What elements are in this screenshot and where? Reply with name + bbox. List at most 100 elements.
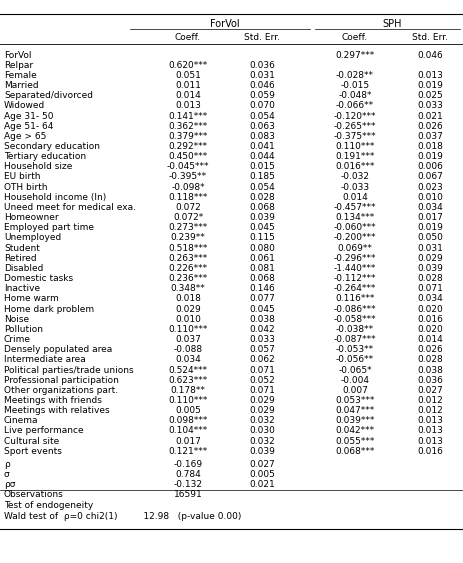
Text: 0.021: 0.021: [417, 111, 443, 120]
Text: 0.020: 0.020: [417, 325, 443, 334]
Text: Cinema: Cinema: [4, 416, 38, 425]
Text: 0.072: 0.072: [175, 203, 201, 212]
Text: -0.045***: -0.045***: [167, 162, 209, 171]
Text: -0.264***: -0.264***: [334, 284, 376, 293]
Text: 0.273***: 0.273***: [169, 224, 207, 233]
Text: Unemployed: Unemployed: [4, 234, 61, 243]
Text: 0.134***: 0.134***: [335, 213, 375, 222]
Text: 0.055***: 0.055***: [335, 437, 375, 446]
Text: 0.784: 0.784: [175, 470, 201, 479]
Text: -0.132: -0.132: [174, 480, 202, 489]
Text: 0.037: 0.037: [417, 132, 443, 141]
Text: Domestic tasks: Domestic tasks: [4, 274, 73, 283]
Text: 0.062: 0.062: [249, 355, 275, 364]
Text: Age 51- 64: Age 51- 64: [4, 122, 53, 131]
Text: 0.010: 0.010: [417, 193, 443, 202]
Text: 0.083: 0.083: [249, 132, 275, 141]
Text: Political parties/trade unions: Political parties/trade unions: [4, 365, 134, 374]
Text: Meetings with relatives: Meetings with relatives: [4, 406, 110, 415]
Text: Married: Married: [4, 81, 38, 90]
Text: 0.046: 0.046: [249, 81, 275, 90]
Text: 0.017: 0.017: [417, 213, 443, 222]
Text: Coeff.: Coeff.: [175, 34, 201, 42]
Text: ForVol: ForVol: [4, 51, 31, 60]
Text: 0.081: 0.081: [249, 264, 275, 273]
Text: 0.027: 0.027: [417, 386, 443, 395]
Text: -0.033: -0.033: [340, 182, 369, 191]
Text: 0.005: 0.005: [249, 470, 275, 479]
Text: 0.030: 0.030: [249, 426, 275, 435]
Text: Std. Err.: Std. Err.: [412, 34, 448, 42]
Text: Widowed: Widowed: [4, 101, 45, 110]
Text: 0.011: 0.011: [175, 81, 201, 90]
Text: ρσ: ρσ: [4, 480, 15, 489]
Text: Home dark problem: Home dark problem: [4, 305, 94, 314]
Text: 0.034: 0.034: [417, 203, 443, 212]
Text: ForVol: ForVol: [210, 19, 240, 29]
Text: 0.032: 0.032: [249, 437, 275, 446]
Text: 0.080: 0.080: [249, 244, 275, 253]
Text: 0.047***: 0.047***: [335, 406, 375, 415]
Text: 0.061: 0.061: [249, 254, 275, 263]
Text: 0.044: 0.044: [249, 152, 275, 161]
Text: -0.087***: -0.087***: [334, 335, 376, 344]
Text: 0.050: 0.050: [417, 234, 443, 243]
Text: 0.013: 0.013: [417, 426, 443, 435]
Text: 0.071: 0.071: [417, 284, 443, 293]
Text: OTH birth: OTH birth: [4, 182, 48, 191]
Text: 0.014: 0.014: [175, 91, 201, 100]
Text: -0.058***: -0.058***: [334, 315, 376, 324]
Text: Sport events: Sport events: [4, 447, 62, 456]
Text: 0.025: 0.025: [417, 91, 443, 100]
Text: Std. Err.: Std. Err.: [244, 34, 280, 42]
Text: 0.041: 0.041: [249, 142, 275, 151]
Text: 0.178**: 0.178**: [170, 386, 206, 395]
Text: 0.116***: 0.116***: [335, 294, 375, 303]
Text: -0.048*: -0.048*: [338, 91, 372, 100]
Text: Age > 65: Age > 65: [4, 132, 46, 141]
Text: Meetings with friends: Meetings with friends: [4, 396, 102, 405]
Text: 0.006: 0.006: [417, 162, 443, 171]
Text: 0.038: 0.038: [249, 315, 275, 324]
Text: Disabled: Disabled: [4, 264, 44, 273]
Text: 0.068: 0.068: [249, 203, 275, 212]
Text: 0.039***: 0.039***: [335, 416, 375, 425]
Text: 0.292***: 0.292***: [169, 142, 207, 151]
Text: -0.395**: -0.395**: [169, 172, 207, 181]
Text: 0.146: 0.146: [249, 284, 275, 293]
Text: 0.059: 0.059: [249, 91, 275, 100]
Text: 0.031: 0.031: [417, 244, 443, 253]
Text: 0.054: 0.054: [249, 111, 275, 120]
Text: 0.518***: 0.518***: [169, 244, 208, 253]
Text: 0.068***: 0.068***: [335, 447, 375, 456]
Text: 0.014: 0.014: [417, 335, 443, 344]
Text: Homeowner: Homeowner: [4, 213, 59, 222]
Text: 0.023: 0.023: [417, 182, 443, 191]
Text: 0.054: 0.054: [249, 182, 275, 191]
Text: 0.010: 0.010: [175, 315, 201, 324]
Text: 0.104***: 0.104***: [169, 426, 207, 435]
Text: 0.185: 0.185: [249, 172, 275, 181]
Text: 0.016: 0.016: [417, 315, 443, 324]
Text: 0.052: 0.052: [249, 376, 275, 385]
Text: 0.045: 0.045: [249, 305, 275, 314]
Text: -0.120***: -0.120***: [334, 111, 376, 120]
Text: 0.110***: 0.110***: [335, 142, 375, 151]
Text: 0.110***: 0.110***: [169, 325, 208, 334]
Text: 0.007: 0.007: [342, 386, 368, 395]
Text: Tertiary education: Tertiary education: [4, 152, 86, 161]
Text: 0.077: 0.077: [249, 294, 275, 303]
Text: 0.379***: 0.379***: [169, 132, 208, 141]
Text: 0.017: 0.017: [175, 437, 201, 446]
Text: -0.056**: -0.056**: [336, 355, 374, 364]
Text: Retired: Retired: [4, 254, 37, 263]
Text: 0.033: 0.033: [417, 101, 443, 110]
Text: 0.098***: 0.098***: [169, 416, 208, 425]
Text: -0.066**: -0.066**: [336, 101, 374, 110]
Text: Crime: Crime: [4, 335, 31, 344]
Text: 0.236***: 0.236***: [169, 274, 207, 283]
Text: Uneed meet for medical exa.: Uneed meet for medical exa.: [4, 203, 136, 212]
Text: 0.263***: 0.263***: [169, 254, 207, 263]
Text: Pollution: Pollution: [4, 325, 43, 334]
Text: 0.141***: 0.141***: [169, 111, 207, 120]
